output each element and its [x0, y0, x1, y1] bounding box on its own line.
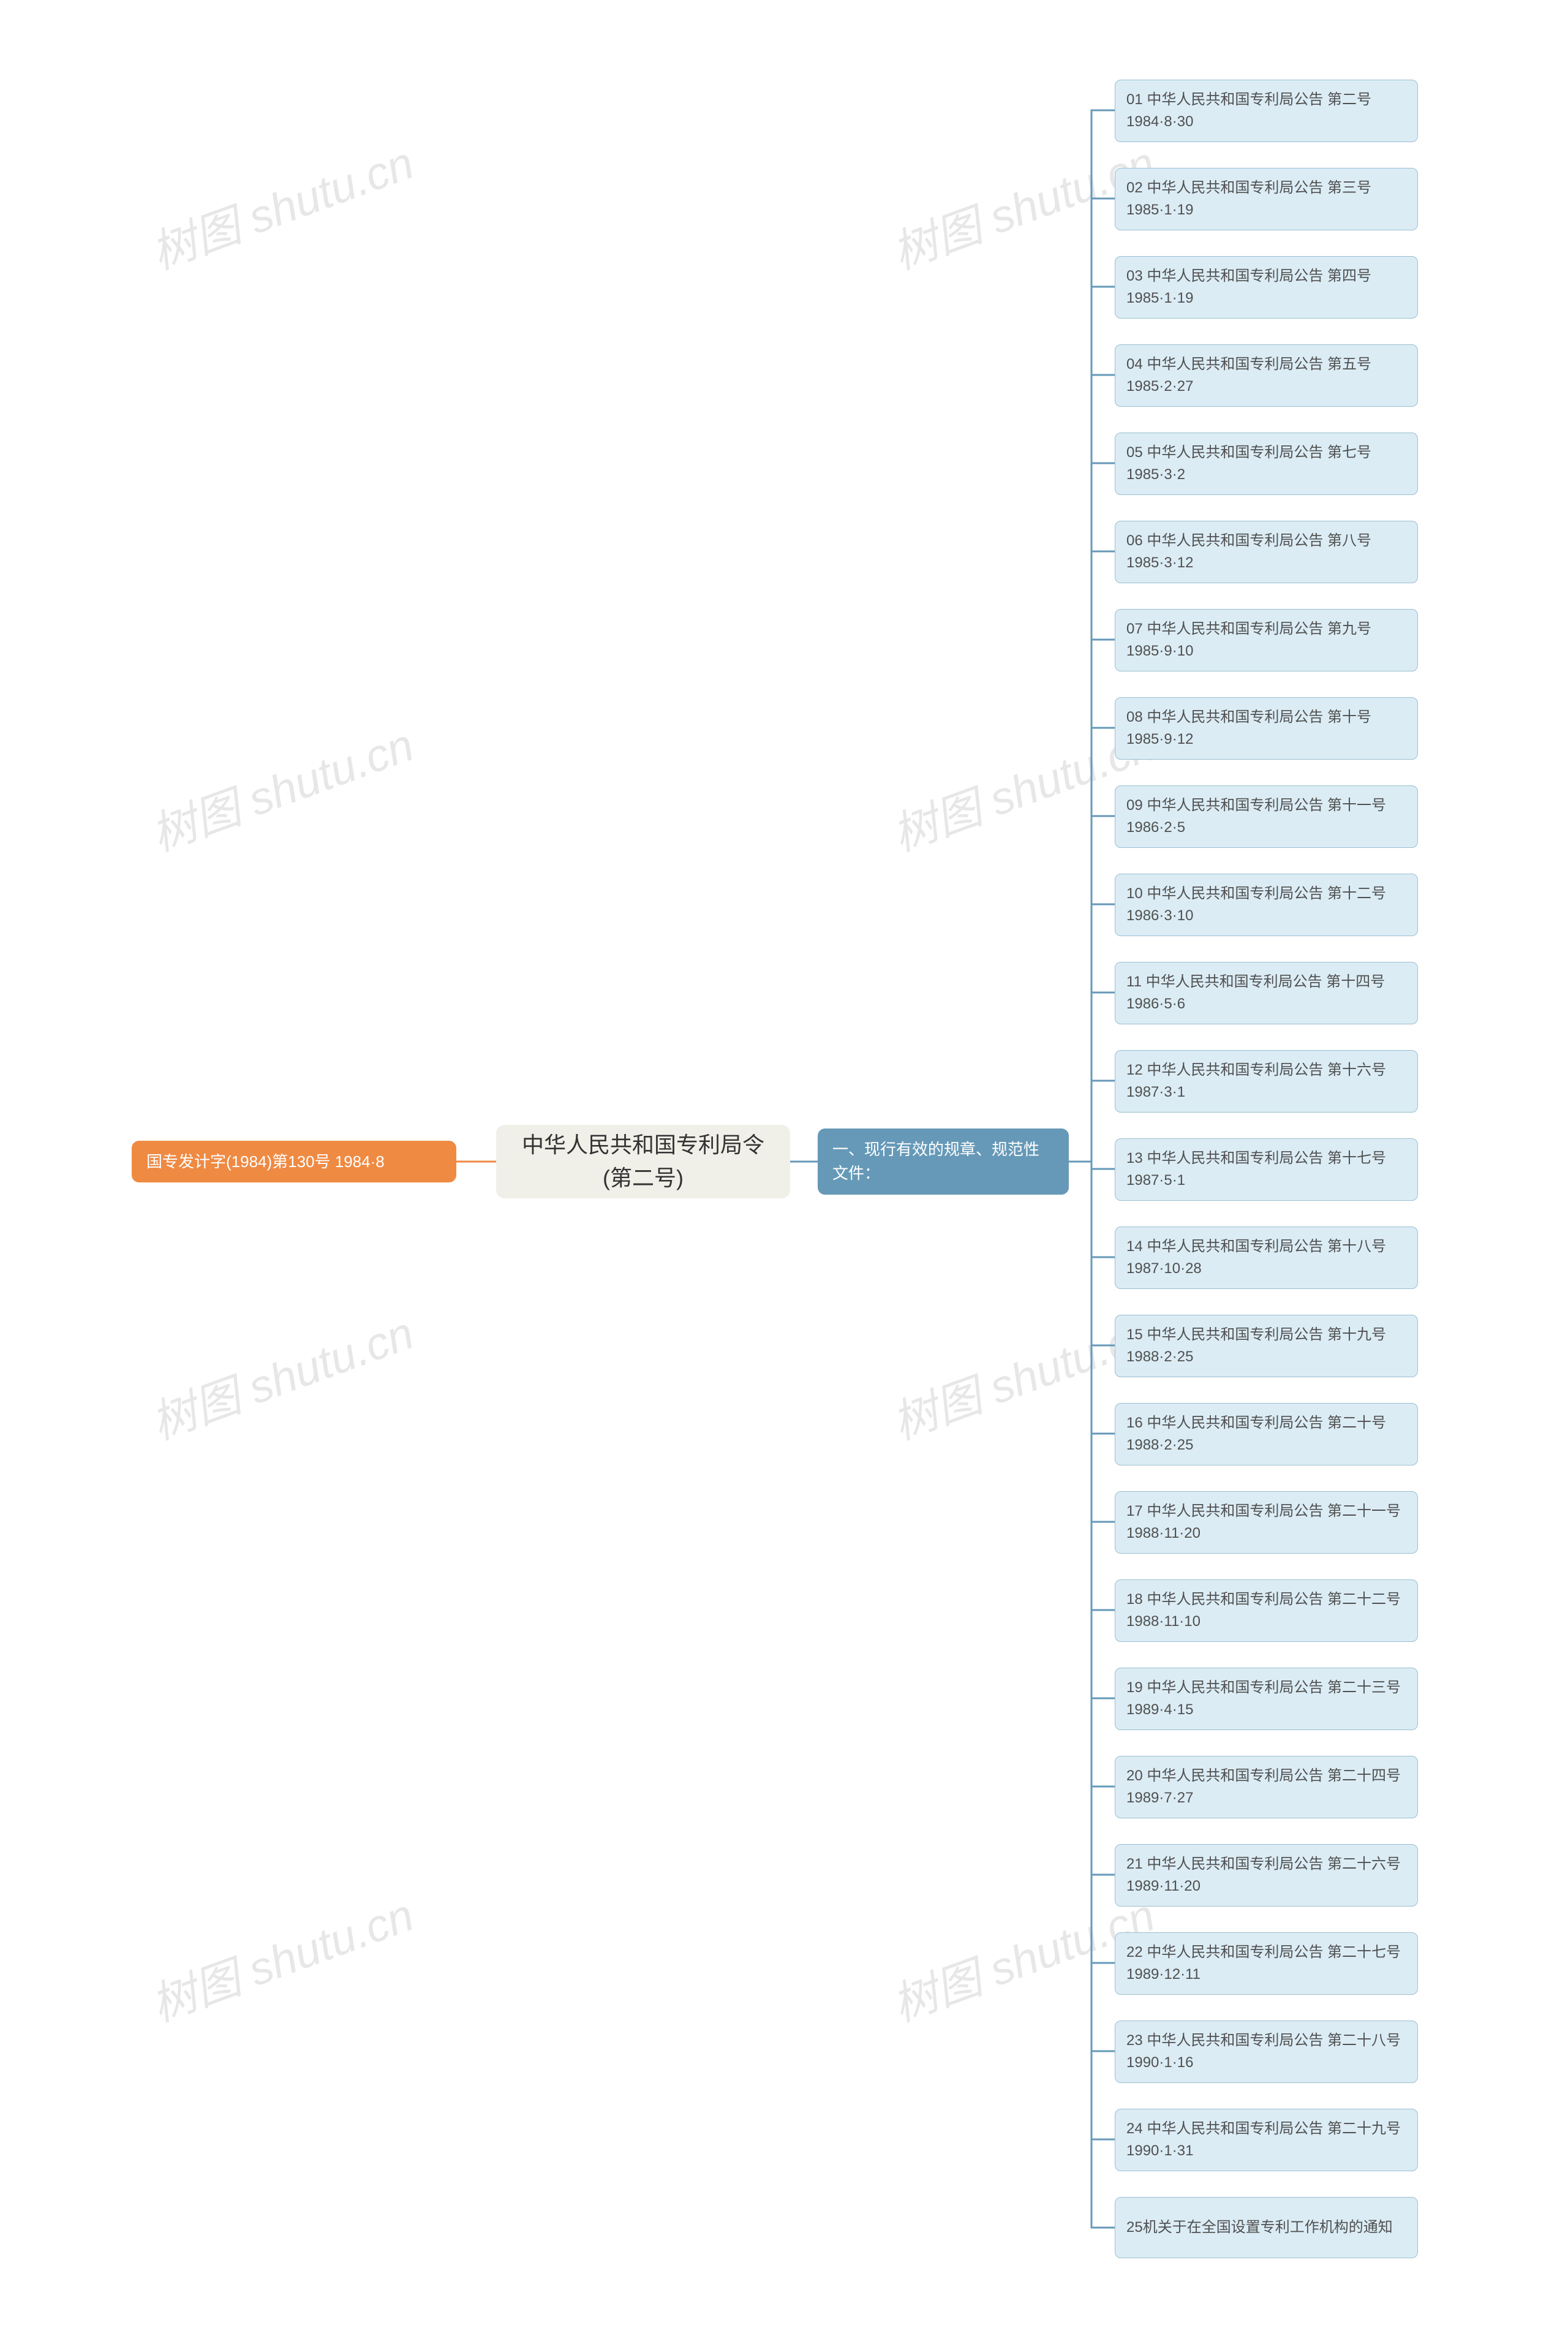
leaf-label: 24 中华人民共和国专利局公告 第二十九号 1990·1·31	[1126, 2118, 1406, 2162]
watermark: 树图 shutu.cn	[141, 709, 421, 864]
leaf-label: 18 中华人民共和国专利局公告 第二十二号 1988·11·10	[1126, 1589, 1406, 1633]
leaf-label: 16 中华人民共和国专利局公告 第二十号 1988·2·25	[1126, 1412, 1406, 1456]
leaf-node[interactable]: 01 中华人民共和国专利局公告 第二号 1984·8·30	[1115, 80, 1418, 142]
leaf-label: 14 中华人民共和国专利局公告 第十八号 1987·10·28	[1126, 1236, 1406, 1280]
leaf-label: 23 中华人民共和国专利局公告 第二十八号 1990·1·16	[1126, 2030, 1406, 2074]
leaf-node[interactable]: 06 中华人民共和国专利局公告 第八号 1985·3·12	[1115, 521, 1418, 583]
leaf-label: 01 中华人民共和国专利局公告 第二号 1984·8·30	[1126, 89, 1406, 133]
leaf-label: 20 中华人民共和国专利局公告 第二十四号 1989·7·27	[1126, 1765, 1406, 1809]
mid-child-label: 一、现行有效的规章、规范性文件：	[832, 1138, 1054, 1185]
leaf-node[interactable]: 03 中华人民共和国专利局公告 第四号 1985·1·19	[1115, 256, 1418, 319]
leaf-node[interactable]: 23 中华人民共和国专利局公告 第二十八号 1990·1·16	[1115, 2021, 1418, 2083]
leaf-node[interactable]: 18 中华人民共和国专利局公告 第二十二号 1988·11·10	[1115, 1579, 1418, 1642]
leaf-node[interactable]: 19 中华人民共和国专利局公告 第二十三号 1989·4·15	[1115, 1668, 1418, 1730]
left-child-node[interactable]: 国专发计字(1984)第130号 1984·8	[132, 1141, 456, 1182]
leaf-label: 12 中华人民共和国专利局公告 第十六号 1987·3·1	[1126, 1059, 1406, 1103]
leaf-node[interactable]: 16 中华人民共和国专利局公告 第二十号 1988·2·25	[1115, 1403, 1418, 1465]
leaf-label: 13 中华人民共和国专利局公告 第十七号 1987·5·1	[1126, 1147, 1406, 1192]
root-node[interactable]: 中华人民共和国专利局令(第二号)	[496, 1125, 790, 1198]
leaf-label: 11 中华人民共和国专利局公告 第十四号 1986·5·6	[1126, 971, 1406, 1015]
leaf-node[interactable]: 02 中华人民共和国专利局公告 第三号 1985·1·19	[1115, 168, 1418, 230]
leaf-label: 08 中华人民共和国专利局公告 第十号 1985·9·12	[1126, 706, 1406, 750]
leaf-node[interactable]: 15 中华人民共和国专利局公告 第十九号 1988·2·25	[1115, 1315, 1418, 1377]
leaf-node[interactable]: 10 中华人民共和国专利局公告 第十二号 1986·3·10	[1115, 874, 1418, 936]
leaf-label: 07 中华人民共和国专利局公告 第九号 1985·9·10	[1126, 618, 1406, 662]
leaf-node[interactable]: 12 中华人民共和国专利局公告 第十六号 1987·3·1	[1115, 1050, 1418, 1113]
watermark: 树图 shutu.cn	[141, 1297, 421, 1453]
leaf-node[interactable]: 24 中华人民共和国专利局公告 第二十九号 1990·1·31	[1115, 2109, 1418, 2171]
leaf-node[interactable]: 04 中华人民共和国专利局公告 第五号 1985·2·27	[1115, 344, 1418, 407]
leaf-label: 22 中华人民共和国专利局公告 第二十七号 1989·12·11	[1126, 1941, 1406, 1986]
watermark: 树图 shutu.cn	[141, 1879, 421, 2035]
leaf-label: 05 中华人民共和国专利局公告 第七号 1985·3·2	[1126, 442, 1406, 486]
leaf-node[interactable]: 11 中华人民共和国专利局公告 第十四号 1986·5·6	[1115, 962, 1418, 1024]
leaf-label: 17 中华人民共和国专利局公告 第二十一号 1988·11·20	[1126, 1500, 1406, 1544]
leaf-node[interactable]: 21 中华人民共和国专利局公告 第二十六号 1989·11·20	[1115, 1844, 1418, 1907]
mid-child-node[interactable]: 一、现行有效的规章、规范性文件：	[818, 1129, 1069, 1195]
leaf-node[interactable]: 20 中华人民共和国专利局公告 第二十四号 1989·7·27	[1115, 1756, 1418, 1818]
leaf-node[interactable]: 13 中华人民共和国专利局公告 第十七号 1987·5·1	[1115, 1138, 1418, 1201]
leaf-label: 04 中华人民共和国专利局公告 第五号 1985·2·27	[1126, 353, 1406, 398]
leaf-label: 06 中华人民共和国专利局公告 第八号 1985·3·12	[1126, 530, 1406, 574]
leaf-node[interactable]: 05 中华人民共和国专利局公告 第七号 1985·3·2	[1115, 433, 1418, 495]
leaf-label: 19 中华人民共和国专利局公告 第二十三号 1989·4·15	[1126, 1677, 1406, 1721]
leaf-label: 15 中华人民共和国专利局公告 第十九号 1988·2·25	[1126, 1324, 1406, 1368]
leaf-label: 02 中华人民共和国专利局公告 第三号 1985·1·19	[1126, 177, 1406, 221]
leaf-node[interactable]: 17 中华人民共和国专利局公告 第二十一号 1988·11·20	[1115, 1491, 1418, 1554]
leaf-node[interactable]: 14 中华人民共和国专利局公告 第十八号 1987·10·28	[1115, 1227, 1418, 1289]
leaf-label: 03 中华人民共和国专利局公告 第四号 1985·1·19	[1126, 265, 1406, 309]
leaf-node[interactable]: 09 中华人民共和国专利局公告 第十一号 1986·2·5	[1115, 785, 1418, 848]
watermark: 树图 shutu.cn	[141, 127, 421, 282]
root-label: 中华人民共和国专利局令(第二号)	[511, 1129, 775, 1195]
leaf-label: 21 中华人民共和国专利局公告 第二十六号 1989·11·20	[1126, 1853, 1406, 1897]
leaf-node[interactable]: 08 中华人民共和国专利局公告 第十号 1985·9·12	[1115, 697, 1418, 760]
leaf-node[interactable]: 25机关于在全国设置专利工作机构的通知	[1115, 2197, 1418, 2258]
left-child-label: 国专发计字(1984)第130号 1984·8	[146, 1150, 385, 1174]
leaf-label: 25机关于在全国设置专利工作机构的通知	[1126, 2217, 1393, 2239]
leaf-node[interactable]: 07 中华人民共和国专利局公告 第九号 1985·9·10	[1115, 609, 1418, 671]
leaf-label: 09 中华人民共和国专利局公告 第十一号 1986·2·5	[1126, 795, 1406, 839]
leaf-label: 10 中华人民共和国专利局公告 第十二号 1986·3·10	[1126, 883, 1406, 927]
leaf-node[interactable]: 22 中华人民共和国专利局公告 第二十七号 1989·12·11	[1115, 1932, 1418, 1995]
